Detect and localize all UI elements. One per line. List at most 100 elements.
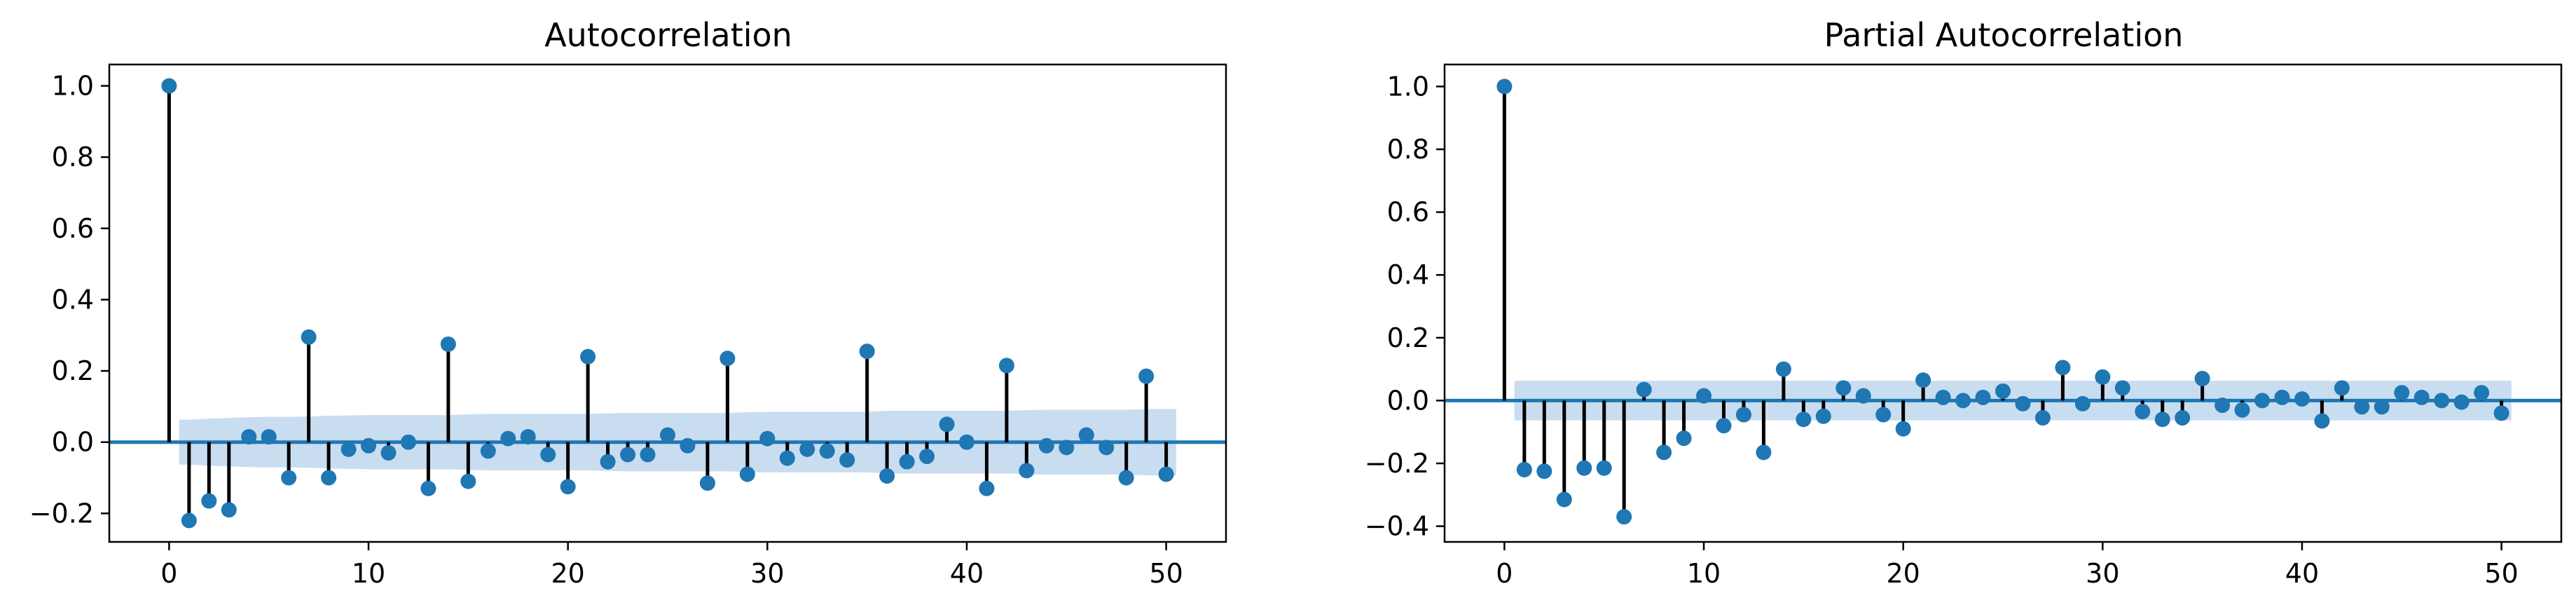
data-point xyxy=(2234,402,2250,418)
data-point xyxy=(2334,380,2350,396)
data-point xyxy=(779,450,795,466)
data-point xyxy=(958,434,974,450)
y-tick-label: 0.0 xyxy=(52,427,94,458)
x-tick-label: 40 xyxy=(2285,558,2319,589)
data-point xyxy=(2135,404,2151,420)
data-point xyxy=(301,329,317,345)
data-point xyxy=(2274,389,2290,405)
data-point xyxy=(1059,440,1075,456)
data-point xyxy=(361,437,377,454)
data-point xyxy=(998,358,1014,374)
x-tick-label: 30 xyxy=(750,558,784,589)
data-point xyxy=(400,434,416,450)
y-tick-label: 0.2 xyxy=(52,355,94,386)
data-point xyxy=(340,441,357,457)
data-point xyxy=(719,351,736,367)
data-point xyxy=(739,466,755,482)
data-point xyxy=(1676,430,1692,447)
data-point xyxy=(2114,380,2130,396)
data-point xyxy=(1855,388,1871,404)
data-point xyxy=(1576,460,1592,476)
data-point xyxy=(1656,444,1672,461)
data-point xyxy=(2074,395,2091,412)
data-point xyxy=(899,454,915,470)
y-tick-label: −0.4 xyxy=(1365,511,1429,542)
data-point xyxy=(420,480,436,496)
data-point xyxy=(2194,371,2210,387)
data-point xyxy=(2394,385,2410,401)
data-point xyxy=(560,479,576,495)
data-point xyxy=(1138,368,1155,384)
data-point xyxy=(1835,380,1852,396)
y-tick-label: 0.6 xyxy=(52,213,94,244)
data-point xyxy=(1915,372,1931,388)
data-point xyxy=(2254,393,2271,409)
data-point xyxy=(1038,437,1054,454)
data-point xyxy=(181,512,197,529)
data-point xyxy=(2413,389,2430,405)
data-point xyxy=(1556,491,1572,508)
data-point xyxy=(540,447,556,463)
data-point xyxy=(161,78,177,94)
data-point xyxy=(1796,412,1812,428)
data-point xyxy=(660,427,675,443)
data-point xyxy=(819,443,835,459)
data-point xyxy=(1756,444,1772,461)
data-point xyxy=(1735,407,1751,423)
data-point xyxy=(1158,466,1174,482)
data-point xyxy=(799,441,815,457)
data-point xyxy=(2314,413,2330,429)
data-point xyxy=(2034,410,2051,426)
data-point xyxy=(1098,440,1115,456)
y-tick-label: 1.0 xyxy=(52,70,94,101)
y-tick-label: 0.8 xyxy=(1387,134,1429,165)
y-tick-label: −0.2 xyxy=(29,498,94,529)
data-point xyxy=(2055,360,2071,376)
y-tick-label: 0.4 xyxy=(1387,259,1429,290)
data-point xyxy=(1078,427,1094,443)
data-point xyxy=(201,493,217,509)
data-point xyxy=(1019,463,1035,479)
pacf-panel: Partial Autocorrelation 0 10 20 30 40 50 −0.4 −… xyxy=(1365,16,2563,589)
data-point xyxy=(1536,463,1552,480)
y-tick-label: 0.4 xyxy=(52,284,94,315)
data-point xyxy=(1935,389,1951,405)
axes-frame xyxy=(108,63,1227,543)
data-point xyxy=(1775,361,1791,377)
x-tick-label: 40 xyxy=(950,558,984,589)
x-tick-label: 0 xyxy=(1496,558,1513,589)
data-point xyxy=(440,336,456,352)
data-point xyxy=(500,430,516,447)
x-tick-label: 20 xyxy=(1886,558,1920,589)
data-point xyxy=(759,430,776,447)
data-point xyxy=(680,437,696,454)
data-point xyxy=(1596,460,1612,476)
data-point xyxy=(640,447,656,463)
data-point xyxy=(859,344,875,360)
x-tick-label: 30 xyxy=(2086,558,2119,589)
data-point xyxy=(2374,399,2390,415)
data-point xyxy=(1995,383,2011,399)
data-point xyxy=(979,480,995,496)
data-point xyxy=(1516,461,1532,477)
data-point xyxy=(1118,470,1134,486)
data-point xyxy=(380,444,397,461)
y-tick-label: 1.0 xyxy=(1387,71,1429,102)
data-point xyxy=(620,447,636,463)
data-point xyxy=(1496,79,1513,95)
data-point xyxy=(520,429,536,445)
data-point xyxy=(241,429,257,445)
data-point xyxy=(1955,393,1971,409)
y-tick-label: 0.0 xyxy=(1387,385,1429,416)
data-point xyxy=(2154,412,2170,428)
data-point xyxy=(321,470,337,486)
data-point xyxy=(2474,385,2490,401)
data-point xyxy=(919,449,935,465)
data-point xyxy=(2015,395,2031,412)
axes-frame xyxy=(1443,63,2563,543)
x-tick-label: 0 xyxy=(160,558,177,589)
data-point xyxy=(839,452,855,468)
x-tick-label: 20 xyxy=(551,558,584,589)
data-point xyxy=(1696,388,1712,404)
data-point xyxy=(939,416,955,433)
